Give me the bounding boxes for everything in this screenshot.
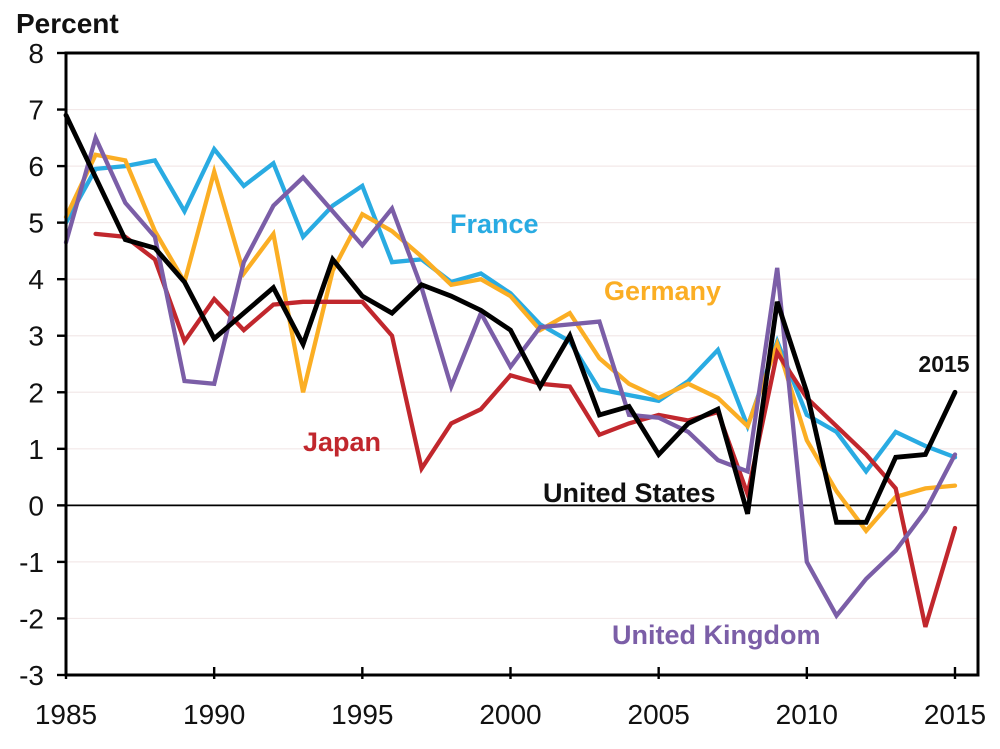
y-tick-label: 6 [28,151,44,182]
line-germany [63,152,958,535]
legend-japan: Japan [303,427,381,457]
y-tick-label: 7 [28,95,44,126]
axis-ticks [57,51,957,679]
plot-frame [64,51,980,677]
legend-france: France [450,209,539,239]
y-tick-label: -3 [19,660,44,691]
legend-united-kingdom: United Kingdom [612,620,820,650]
x-axis-labels: 1985 1990 1995 2000 2005 2010 2015 [35,699,986,730]
x-tick-label: 2000 [479,699,541,730]
y-axis-title: Percent [16,8,119,39]
y-tick-label: 5 [28,208,44,239]
y-tick-label: 3 [28,321,44,352]
series-lines [63,112,958,628]
legend-united-states: United States [543,478,716,508]
y-tick-label: 4 [28,264,44,295]
y-axis-labels: 8 7 6 5 4 3 2 1 0 -1 -2 -3 [19,38,44,691]
x-tick-label: 1995 [331,699,393,730]
legend-germany: Germany [604,276,721,306]
y-tick-label: 0 [28,490,44,521]
annotations: Percent France Germany Japan United Stat… [16,8,970,650]
x-tick-label: 1985 [35,699,97,730]
plot-border [64,51,980,677]
x-tick-label: 1990 [183,699,245,730]
line-united-kingdom [63,131,958,620]
x-tick-label: 2015 [924,699,986,730]
line-japan [93,231,958,628]
y-tick-label: -2 [19,603,44,634]
y-tick-label: 2 [28,377,44,408]
x-tick-label: 2005 [628,699,690,730]
y-tick-label: 1 [28,434,44,465]
y-tick-label: -1 [19,547,44,578]
line-france [63,145,958,475]
last-year-callout: 2015 [918,351,969,377]
y-tick-label: 8 [28,38,44,69]
x-tick-label: 2010 [776,699,838,730]
gridlines [66,108,978,620]
line-united-states [63,112,958,525]
